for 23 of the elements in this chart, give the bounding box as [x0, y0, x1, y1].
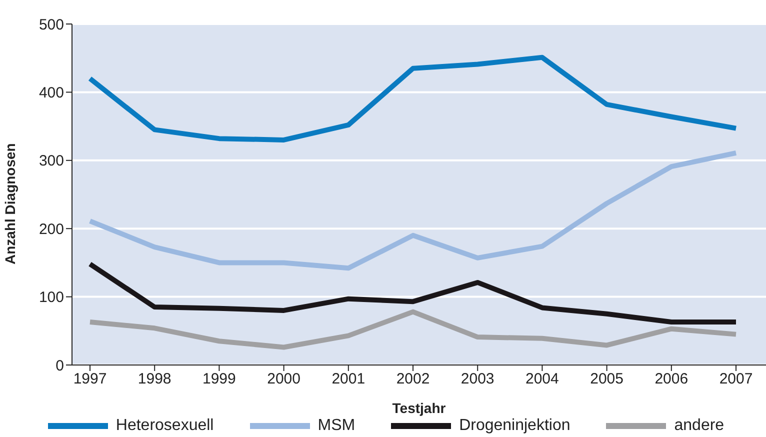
y-tick-label: 100 [38, 289, 64, 306]
y-tick-label: 300 [38, 152, 64, 170]
legend-label: Drogeninjektion [459, 417, 570, 435]
y-axis-title: Anzahl Diagnosen [2, 143, 18, 264]
x-tick-label: 2004 [526, 370, 559, 388]
x-tick-label: 2006 [654, 370, 688, 388]
y-tick-label: 400 [38, 84, 64, 102]
legend-label: andere [674, 417, 724, 435]
x-tick-label: 1997 [73, 370, 107, 388]
x-tick-label: 2000 [267, 370, 300, 388]
x-tick-label: 2003 [460, 370, 494, 388]
legend-label: Heterosexuell [116, 417, 214, 435]
x-tick-label: 2007 [719, 370, 753, 388]
x-tick-label: 1998 [138, 370, 172, 388]
x-axis-title: Testjahr [392, 400, 446, 416]
x-tick-label: 2001 [332, 370, 366, 388]
legend-label: MSM [318, 417, 356, 435]
y-tick-label: 0 [56, 357, 64, 374]
x-tick-label: 2005 [590, 370, 624, 388]
y-tick-label: 500 [38, 16, 64, 34]
y-tick-label: 200 [38, 220, 64, 238]
x-tick-label: 1999 [202, 370, 236, 388]
x-tick-label: 2002 [396, 370, 430, 388]
